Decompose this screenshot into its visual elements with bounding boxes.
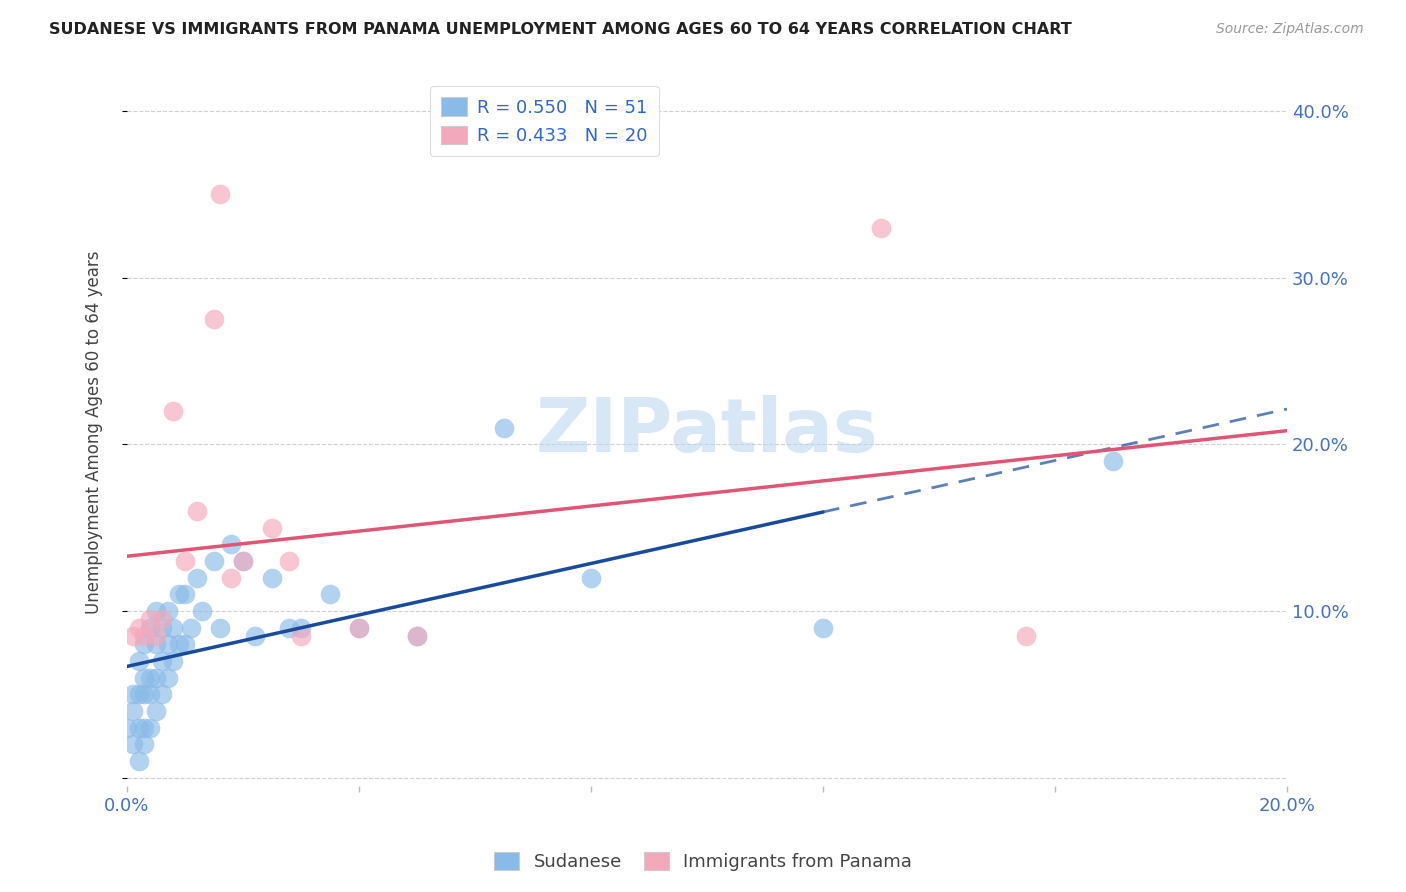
Point <box>260 521 283 535</box>
Point <box>162 654 184 668</box>
Point <box>243 629 266 643</box>
Point <box>128 754 150 768</box>
Point <box>156 671 179 685</box>
Text: SUDANESE VS IMMIGRANTS FROM PANAMA UNEMPLOYMENT AMONG AGES 60 TO 64 YEARS CORREL: SUDANESE VS IMMIGRANTS FROM PANAMA UNEMP… <box>49 22 1071 37</box>
Point <box>579 571 602 585</box>
Point <box>202 312 225 326</box>
Point <box>221 537 243 551</box>
Point <box>162 621 184 635</box>
Point <box>145 637 167 651</box>
Point <box>162 404 184 418</box>
Point <box>406 629 429 643</box>
Point <box>319 587 342 601</box>
Point <box>208 187 231 202</box>
Point <box>134 721 156 735</box>
Point <box>134 629 156 643</box>
Point <box>145 629 167 643</box>
Point <box>260 571 283 585</box>
Legend: Sudanese, Immigrants from Panama: Sudanese, Immigrants from Panama <box>486 845 920 879</box>
Point <box>128 721 150 735</box>
Point <box>186 504 208 518</box>
Point <box>139 721 162 735</box>
Point <box>128 621 150 635</box>
Point <box>145 671 167 685</box>
Point <box>1102 454 1125 468</box>
Point <box>134 671 156 685</box>
Point <box>128 654 150 668</box>
Point <box>167 637 190 651</box>
Point <box>232 554 254 568</box>
Point <box>134 637 156 651</box>
Point <box>139 688 162 702</box>
Point <box>174 637 197 651</box>
Point <box>347 621 370 635</box>
Point <box>121 704 143 718</box>
Point <box>121 629 143 643</box>
Point <box>174 554 197 568</box>
Point <box>156 637 179 651</box>
Point <box>121 688 143 702</box>
Point <box>811 621 834 635</box>
Legend: R = 0.550   N = 51, R = 0.433   N = 20: R = 0.550 N = 51, R = 0.433 N = 20 <box>430 87 659 156</box>
Point <box>156 604 179 618</box>
Point <box>134 738 156 752</box>
Point <box>232 554 254 568</box>
Point <box>139 612 162 626</box>
Point <box>139 671 162 685</box>
Text: Source: ZipAtlas.com: Source: ZipAtlas.com <box>1216 22 1364 37</box>
Point <box>134 688 156 702</box>
Point <box>115 721 138 735</box>
Point <box>174 587 197 601</box>
Point <box>145 604 167 618</box>
Y-axis label: Unemployment Among Ages 60 to 64 years: Unemployment Among Ages 60 to 64 years <box>86 250 103 614</box>
Point <box>347 621 370 635</box>
Point <box>278 621 301 635</box>
Point <box>221 571 243 585</box>
Point <box>150 621 173 635</box>
Point <box>128 688 150 702</box>
Point <box>208 621 231 635</box>
Point <box>290 629 312 643</box>
Point <box>186 571 208 585</box>
Point <box>191 604 214 618</box>
Point <box>121 738 143 752</box>
Point <box>150 612 173 626</box>
Point <box>1015 629 1038 643</box>
Point <box>202 554 225 568</box>
Point <box>278 554 301 568</box>
Point <box>870 220 893 235</box>
Point <box>150 654 173 668</box>
Point <box>406 629 429 643</box>
Point <box>180 621 202 635</box>
Point <box>290 621 312 635</box>
Point <box>139 621 162 635</box>
Text: ZIPatlas: ZIPatlas <box>536 395 879 468</box>
Point <box>145 704 167 718</box>
Point <box>167 587 190 601</box>
Point <box>492 420 515 434</box>
Point <box>150 688 173 702</box>
